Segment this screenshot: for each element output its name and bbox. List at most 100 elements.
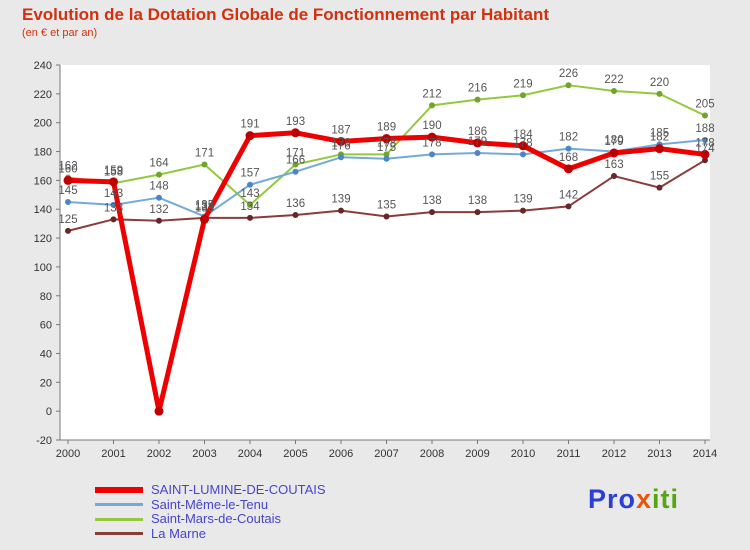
value-label: 143 [240, 188, 259, 200]
y-tick-label: 80 [40, 291, 52, 303]
value-label: 189 [377, 122, 396, 134]
value-label: 162 [58, 161, 77, 173]
value-label: 171 [286, 148, 305, 160]
value-label: 135 [195, 199, 214, 211]
line-chart: -20 0 20 40 60 80 100 120 140 160 180 200 220 240 2000… [34, 60, 718, 460]
value-label: 134 [195, 201, 215, 213]
legend-label: SAINT-LUMINE-DE-COUTAIS [151, 482, 326, 498]
value-label: 148 [149, 181, 168, 193]
data-point [110, 201, 117, 208]
value-label: 212 [422, 88, 441, 100]
value-label: 185 [650, 127, 669, 139]
value-label: 193 [286, 116, 305, 128]
value-label: 186 [468, 126, 487, 138]
data-point [110, 216, 117, 223]
y-tick-label: 140 [34, 204, 52, 216]
value-label: 180 [604, 135, 623, 147]
data-point [156, 171, 162, 178]
legend-label: La Marne [151, 525, 206, 541]
value-label: 135 [377, 199, 396, 211]
y-tick-label: 120 [34, 233, 52, 245]
x-tick-label: 2011 [557, 448, 581, 460]
data-point [518, 141, 528, 151]
value-label: 178 [513, 137, 532, 149]
legend-label: Saint-Même-le-Tenu [151, 496, 269, 512]
chart-subtitle: (en € et par an) [22, 27, 98, 39]
x-tick-label: 2006 [329, 448, 353, 460]
x-tick-label: 2000 [56, 448, 80, 460]
data-point [201, 161, 208, 168]
data-point [291, 128, 300, 138]
data-point [429, 209, 435, 216]
y-tick-label: 160 [34, 175, 52, 187]
data-point [656, 90, 663, 97]
x-tick-label: 2012 [602, 448, 626, 460]
value-label: 219 [513, 78, 532, 90]
data-point [383, 155, 390, 162]
data-point [247, 201, 253, 208]
value-label: 134 [240, 201, 260, 213]
legend-swatch [95, 532, 143, 536]
value-label: 187 [331, 124, 350, 136]
value-label: 190 [422, 120, 441, 132]
data-point [702, 112, 708, 119]
data-point [565, 82, 572, 89]
y-tick-label: 220 [34, 89, 52, 101]
data-point [109, 177, 118, 187]
data-point [520, 151, 526, 158]
value-label: 178 [695, 137, 714, 149]
value-label: 222 [604, 74, 623, 86]
data-point [292, 212, 299, 218]
y-tick-label: 60 [40, 320, 52, 332]
data-point [609, 148, 619, 158]
logo-text-pro: Pro [588, 484, 637, 514]
y-tick-label: 0 [46, 406, 52, 418]
data-point [383, 151, 390, 158]
value-label: 133 [104, 202, 123, 214]
logo-text-iti: iti [652, 484, 680, 514]
value-label: 178 [377, 137, 396, 149]
value-label: 179 [468, 136, 487, 148]
value-label: 125 [58, 214, 77, 226]
value-label: 164 [149, 158, 169, 170]
data-point [200, 214, 209, 224]
value-label: 166 [286, 155, 305, 167]
data-point [156, 194, 162, 201]
data-point [474, 149, 481, 156]
y-tick-label: 20 [40, 377, 52, 389]
data-point [427, 132, 437, 142]
value-label: 133 [195, 202, 214, 214]
legend-item: Saint-Même-le-Tenu [95, 496, 326, 513]
value-label: 158 [104, 166, 123, 178]
value-label: 191 [240, 119, 259, 131]
data-point [700, 149, 710, 159]
data-point [702, 157, 708, 164]
value-label: 142 [559, 189, 578, 201]
data-point [154, 406, 164, 416]
legend-item: La Marne [95, 525, 326, 542]
data-point [65, 199, 71, 206]
data-point [520, 207, 526, 214]
value-label: 163 [604, 159, 623, 171]
data-point [292, 168, 299, 175]
value-label: 184 [513, 129, 533, 141]
value-label: 160 [58, 163, 77, 175]
proxiti-logo: Proxiti [588, 484, 679, 515]
data-point [292, 161, 299, 168]
value-label: 136 [286, 198, 305, 210]
y-tick-label: -20 [36, 435, 52, 447]
data-point [565, 145, 572, 152]
value-label: 182 [559, 132, 578, 144]
data-point [611, 87, 617, 94]
value-label: 143 [104, 188, 123, 200]
legend-swatch [95, 503, 143, 507]
data-point [338, 154, 344, 161]
value-label: 132 [149, 204, 168, 216]
data-point [63, 175, 73, 185]
x-tick-label: 2010 [511, 448, 535, 460]
value-label: 159 [104, 165, 123, 177]
data-point [520, 92, 526, 99]
x-tick-label: 2001 [101, 448, 125, 460]
data-point [336, 136, 346, 146]
data-point [65, 227, 71, 234]
